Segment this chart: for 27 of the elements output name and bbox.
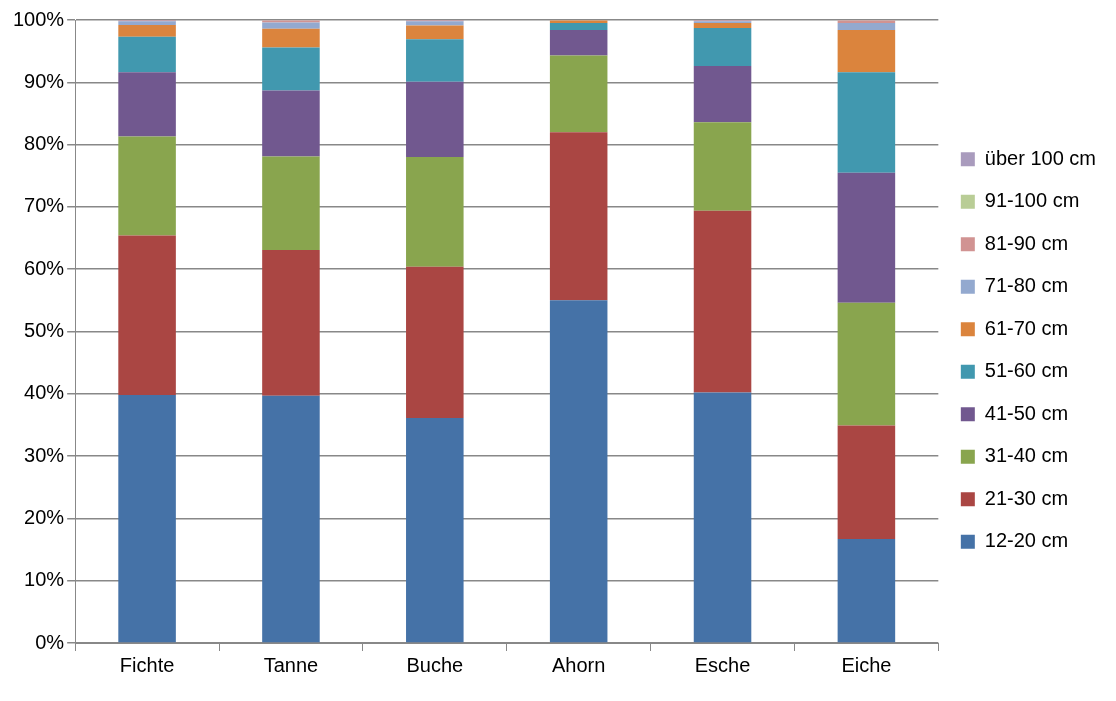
legend-label: 21-30 cm	[984, 486, 1069, 509]
legend-label: 91-100 cm	[984, 189, 1080, 212]
y-tick-label: 30%	[24, 443, 65, 466]
legend-label: über 100 cm	[984, 146, 1096, 169]
y-tick-label: 20%	[24, 505, 65, 528]
x-tick-label: Eiche	[841, 653, 892, 676]
x-tick-label: Tanne	[263, 653, 319, 676]
y-tick-label: 0%	[35, 630, 65, 653]
legend-label: 51-60 cm	[984, 359, 1069, 382]
y-tick-label: 90%	[24, 69, 65, 92]
y-tick-label: 70%	[24, 194, 65, 217]
legend-label: 12-20 cm	[984, 529, 1069, 552]
x-tick-label: Fichte	[119, 653, 175, 676]
y-tick-label: 40%	[24, 381, 65, 404]
legend-label: 81-90 cm	[984, 231, 1069, 254]
y-tick-label: 60%	[24, 256, 65, 279]
x-tick-label: Ahorn	[551, 653, 606, 676]
y-tick-label: 80%	[24, 132, 65, 155]
legend-label: 61-70 cm	[984, 316, 1069, 339]
x-tick-label: Esche	[694, 653, 751, 676]
y-tick-label: 50%	[24, 319, 65, 342]
y-tick-label: 10%	[24, 568, 65, 591]
legend-label: 31-40 cm	[984, 444, 1069, 467]
x-tick-label: Buche	[406, 653, 464, 676]
legend-label: 41-50 cm	[984, 401, 1069, 424]
y-tick-label: 100%	[13, 7, 65, 30]
legend-label: 71-80 cm	[984, 274, 1069, 297]
